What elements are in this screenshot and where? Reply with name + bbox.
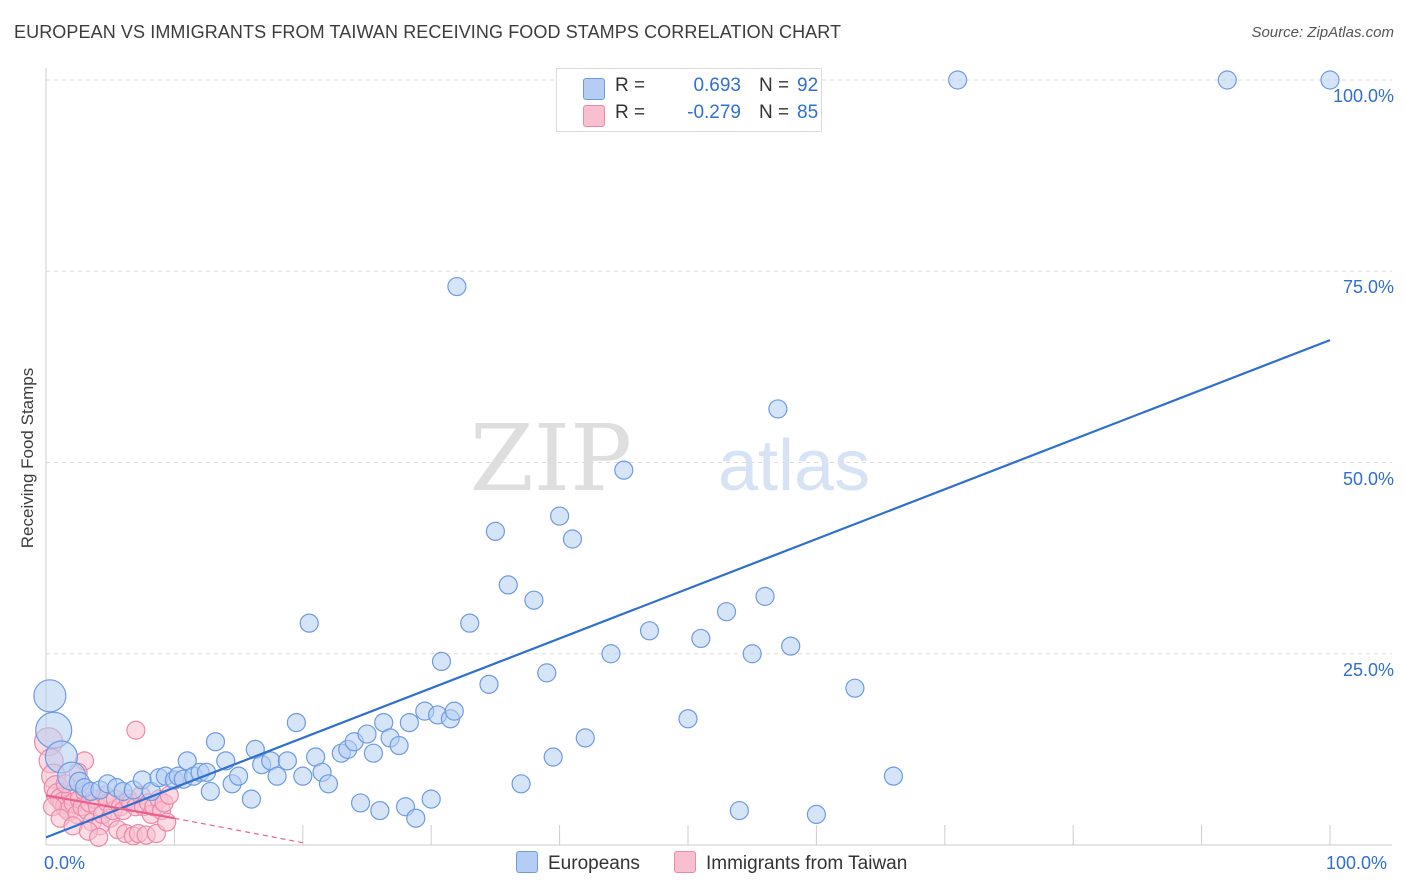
european-point [447,276,467,297]
european-point [639,621,660,641]
source-label: Source: ZipAtlas.com [1251,24,1394,41]
european-point [549,506,570,526]
european-point [524,590,544,610]
european-point [350,793,371,813]
n-value: 85 [797,102,819,123]
watermark-atlas: atlas [718,426,870,506]
european-point [742,644,762,664]
taiwan-trend-line [45,794,175,820]
chart-title: EUROPEAN VS IMMIGRANTS FROM TAIWAN RECEI… [14,22,842,42]
european-point [406,808,426,828]
n-label: N = [759,75,790,96]
european-point [614,460,634,480]
european-point [883,766,904,786]
europeans-swatch [583,78,605,100]
european-point [299,613,319,633]
european-point [200,781,220,802]
european-point [318,774,339,794]
european-point [363,743,384,763]
x-tick-max: 100.0% [1326,853,1388,873]
european-point [389,735,409,756]
r-label: R = [615,102,646,123]
european-point [431,651,452,672]
y-tick-label: 50.0% [1342,468,1394,489]
european-point [575,728,595,748]
european-point [241,789,262,809]
european-point [691,628,711,649]
taiwan-point [126,720,146,740]
european-point [293,766,313,786]
european-point [1320,70,1340,90]
european-point [421,789,441,809]
taiwan-trend-extension [174,817,303,844]
gridlines [45,68,1392,846]
europeans-trend-line [45,339,1331,839]
european-point [479,674,499,694]
european-point [755,586,775,606]
european-point [444,701,464,721]
legend-taiwan-label: Immigrants from Taiwan [706,853,908,874]
taiwan-swatch [583,105,605,127]
european-point [277,751,297,771]
europeans-legend-swatch [516,851,538,873]
european-point [562,529,583,549]
european-point [543,747,563,767]
european-point [1217,70,1237,90]
r-label: R = [615,75,646,96]
legend-taiwan[interactable]: Immigrants from Taiwan [674,851,907,875]
european-point [229,766,249,786]
european-point [806,804,827,825]
european-point [357,724,377,744]
european-point [601,644,621,664]
series-europeans-points [33,70,1340,828]
r-value: 0.693 [693,75,741,96]
european-point [716,602,737,622]
european-point [370,800,390,821]
stats-legend: R = 0.693 N = 92 R = -0.279 N = 85 [556,68,822,132]
european-point [267,766,287,786]
n-label: N = [759,102,790,123]
european-point [498,575,518,595]
european-point [729,800,749,821]
european-point [33,679,67,713]
y-tick-label: 25.0% [1342,659,1394,680]
taiwan-legend-swatch [674,851,696,873]
european-point [286,712,306,733]
legend-europeans-label: Europeans [548,853,640,874]
taiwan-point [89,827,109,847]
y-tick-label: 75.0% [1342,277,1394,298]
european-point [781,636,801,656]
y-tick-label: 100.0% [1332,86,1394,106]
european-point [537,663,557,683]
european-point [948,70,968,90]
n-value: 92 [797,75,819,96]
european-point [511,774,531,794]
trend-lines [45,339,1331,844]
european-point [460,613,480,633]
european-point [768,399,788,419]
european-point [399,712,419,733]
european-point [678,709,698,729]
european-point [485,521,505,541]
x-tick-min: 0.0% [44,853,86,873]
european-point [845,678,865,698]
european-point [205,732,226,752]
watermark: ZIP atlas [470,405,870,512]
legend-europeans[interactable]: Europeans [516,851,640,875]
r-value: -0.279 [687,102,741,123]
watermark-zip: ZIP [470,405,632,512]
